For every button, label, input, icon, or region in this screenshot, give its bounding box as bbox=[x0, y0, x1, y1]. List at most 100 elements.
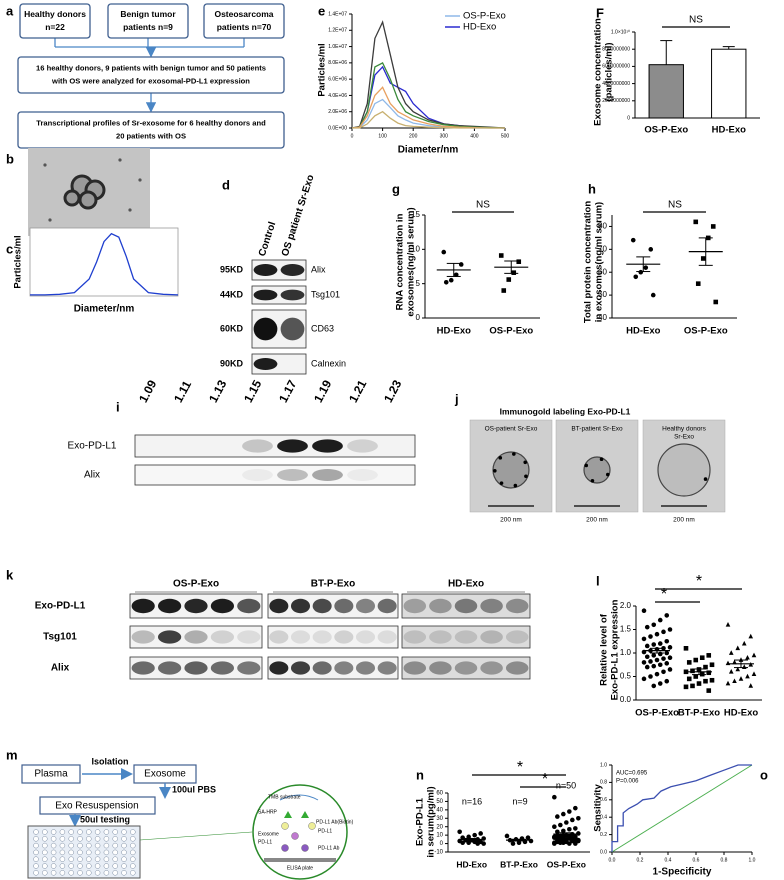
y-axis-label: RNA concentration in bbox=[395, 213, 406, 310]
y-tick-label: 0.0 bbox=[620, 695, 632, 704]
plate-well bbox=[50, 870, 57, 876]
blot-band bbox=[403, 630, 427, 644]
y-tick-label: 1.4E+07 bbox=[328, 11, 347, 17]
y-tick-label: 2.0E+06 bbox=[328, 109, 347, 115]
data-point bbox=[654, 671, 660, 677]
data-point bbox=[709, 677, 715, 683]
data-point bbox=[567, 826, 572, 832]
blot-band bbox=[253, 264, 278, 276]
plate-well bbox=[121, 829, 127, 835]
data-point bbox=[686, 676, 692, 682]
x-tick-label: 1.0 bbox=[749, 857, 756, 863]
data-point bbox=[732, 678, 737, 684]
step-text: Plasma bbox=[34, 769, 68, 780]
scale-label: 200 nm bbox=[586, 517, 608, 524]
plate-well bbox=[112, 856, 118, 862]
category-label: OS-P-Exo bbox=[489, 326, 533, 337]
flow-text: patients n=9 bbox=[123, 22, 173, 32]
gold-particle bbox=[703, 477, 708, 481]
blot bbox=[129, 625, 263, 649]
plate-well bbox=[121, 870, 127, 876]
blot-band bbox=[210, 630, 235, 644]
blot-band bbox=[269, 661, 289, 675]
blot-band bbox=[242, 439, 273, 453]
y-tick-label: 0.8 bbox=[600, 780, 607, 786]
data-point bbox=[661, 629, 666, 635]
blot-band bbox=[253, 358, 278, 370]
blot-band bbox=[253, 317, 278, 341]
data-point bbox=[573, 826, 578, 831]
flow-text: Benign tumor bbox=[120, 9, 176, 19]
gold-particle bbox=[605, 472, 610, 477]
data-point bbox=[555, 833, 560, 839]
blot-band bbox=[505, 630, 529, 644]
panel-label: a bbox=[6, 3, 14, 18]
plate-well bbox=[33, 842, 39, 849]
data-point bbox=[511, 270, 517, 275]
particle bbox=[43, 163, 47, 167]
data-point bbox=[567, 809, 572, 814]
y-axis-label: Exo-PD-L1 expression bbox=[610, 599, 621, 700]
data-point bbox=[558, 840, 563, 846]
category-label: HD-Exo bbox=[626, 326, 661, 337]
legend-label: HD-Exo bbox=[463, 22, 496, 33]
x-tick-label: 0.6 bbox=[693, 857, 700, 863]
data-point bbox=[457, 829, 462, 835]
annotation: n=16 bbox=[462, 796, 482, 806]
group-label: HD-Exo bbox=[448, 579, 484, 590]
data-point bbox=[745, 673, 750, 679]
y-tick-label: 1.0×10¹⁰ bbox=[611, 29, 630, 35]
y-axis-label: in serum(pg/ml) bbox=[426, 786, 437, 857]
plate-well bbox=[103, 863, 110, 869]
annotation: n=9 bbox=[512, 796, 527, 806]
row-label: Exo-PD-L1 bbox=[35, 601, 86, 612]
data-point bbox=[525, 835, 531, 840]
plate-well bbox=[94, 870, 101, 876]
y-tick-label: 15 bbox=[411, 210, 420, 219]
blot-band bbox=[403, 661, 427, 675]
blot-band bbox=[505, 598, 529, 614]
x-tick-label: 0.4 bbox=[665, 857, 672, 863]
y-axis-label: exosomes(ng/ml serum) bbox=[406, 207, 417, 316]
blot-band bbox=[312, 439, 343, 453]
data-point bbox=[735, 645, 741, 651]
plate-well bbox=[77, 863, 83, 869]
plate-well bbox=[50, 849, 57, 856]
plate-well bbox=[121, 842, 127, 849]
plate-well bbox=[68, 829, 74, 835]
plate-well bbox=[68, 842, 74, 849]
flow-box bbox=[107, 3, 189, 39]
data-point bbox=[552, 794, 557, 800]
blot bbox=[401, 625, 531, 649]
data-point bbox=[630, 237, 636, 243]
annotation: * bbox=[696, 573, 702, 590]
plate-well bbox=[103, 856, 110, 862]
plate-well bbox=[86, 829, 92, 835]
flow-text: Transcriptional profiles of Sr-exosome f… bbox=[36, 119, 266, 128]
gold-particle bbox=[513, 483, 518, 488]
gold-particle bbox=[498, 456, 503, 460]
size-label: 44KD bbox=[220, 289, 244, 299]
data-point bbox=[650, 292, 656, 298]
category-label: OS-P-Exo bbox=[635, 708, 679, 719]
category-label: OS-P-Exo bbox=[547, 859, 586, 869]
plate-well bbox=[112, 836, 118, 842]
data-point bbox=[667, 627, 673, 632]
data-point bbox=[501, 288, 507, 293]
data-point bbox=[745, 654, 750, 660]
x-tick-label: 0.0 bbox=[609, 857, 616, 863]
blot-band bbox=[237, 630, 261, 644]
legend-label: OS-P-Exo bbox=[463, 11, 506, 22]
size-label: 95KD bbox=[220, 264, 244, 274]
category-label: HD-Exo bbox=[437, 326, 472, 337]
data-point bbox=[573, 837, 578, 842]
blot-band bbox=[290, 630, 311, 644]
blot-band bbox=[480, 598, 503, 614]
data-point bbox=[633, 274, 639, 280]
data-point bbox=[460, 835, 465, 840]
plate-well bbox=[59, 829, 66, 835]
panel-label: n bbox=[416, 767, 424, 782]
y-tick-label: 50 bbox=[436, 799, 443, 805]
data-point bbox=[472, 832, 477, 838]
panel-label: o bbox=[760, 767, 768, 782]
